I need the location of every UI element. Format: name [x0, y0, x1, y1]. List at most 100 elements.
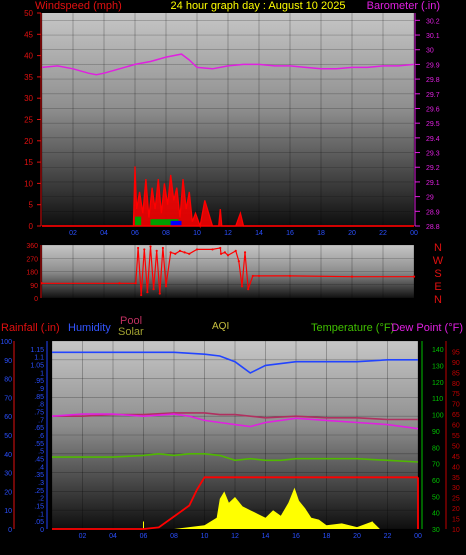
humidity-tick-label: 30 [4, 471, 12, 478]
rain-tick-label: .95 [34, 378, 44, 385]
wind-panel-background [42, 13, 414, 226]
wind-panel-series [41, 53, 415, 229]
dewpoint-tick-label: 50 [452, 443, 460, 450]
x-tick-label: 12 [231, 533, 239, 540]
direction-panel-background [42, 245, 414, 298]
temperature-tick-label: 80 [432, 445, 440, 452]
rain-tick-label: .05 [34, 519, 44, 526]
x-tick-label: 02 [79, 533, 87, 540]
direction-point [140, 293, 143, 297]
direction-point [118, 282, 121, 285]
x-tick-label: 20 [353, 533, 361, 540]
temperature-tick-label: 130 [432, 364, 444, 371]
direction-point [188, 252, 191, 255]
compass-letter: N [434, 294, 442, 306]
direction-point [183, 251, 186, 254]
direction-point [174, 252, 177, 255]
temperature-tick-label: 120 [432, 380, 444, 387]
windspeed-tick-label: 0 [29, 222, 34, 231]
solar-header: Solar [118, 326, 144, 338]
barometer-tick-label: 30.1 [426, 33, 440, 40]
direction-point [237, 260, 240, 263]
x-tick-label: 08 [162, 230, 170, 237]
direction-point [240, 285, 244, 288]
x-tick-label: 04 [109, 533, 117, 540]
x-tick-label: 06 [131, 230, 139, 237]
rain-tick-label: .45 [34, 457, 44, 464]
humidity-tick-label: 20 [4, 489, 12, 496]
direction-point [350, 275, 354, 278]
direction-tick-label: 270 [26, 256, 38, 263]
direction-point [169, 251, 172, 254]
direction-point [134, 282, 137, 285]
x-tick-label: 14 [262, 533, 270, 540]
rain-tick-label: .25 [34, 488, 44, 495]
dewpoint-tick-label: 35 [452, 475, 460, 482]
direction-point [412, 275, 416, 278]
aqi-header: AQI [212, 321, 229, 332]
rain-tick-label: 1.1 [34, 355, 44, 362]
barometer-tick-label: 28.8 [426, 224, 440, 231]
x-tick-label: 18 [323, 533, 331, 540]
gust-marker [135, 216, 142, 226]
humidity-tick-label: 80 [4, 377, 12, 384]
x-tick-label: 02 [69, 230, 77, 237]
compass-letter: N [434, 242, 442, 254]
bottom-panel-axes: 0.05.1.15.2.25.3.35.4.45.5.55.6.65.7.75.… [0, 339, 460, 540]
temperature-header: Temperature (°F) [311, 322, 394, 334]
dewpoint-tick-label: 85 [452, 370, 460, 377]
rain-tick-label: .75 [34, 410, 44, 417]
x-tick-label: 00 [414, 533, 422, 540]
barometer-tick-label: 28.9 [426, 209, 440, 216]
barometer-tick-label: 30.2 [426, 18, 440, 25]
rainfall-header: Rainfall (.in) [1, 322, 60, 334]
direction-point [247, 288, 250, 291]
direction-panel-grid [41, 244, 415, 299]
x-tick-label: 14 [255, 230, 263, 237]
humidity-tick-label: 90 [4, 358, 12, 365]
windspeed-header: Windspeed (mph) [35, 0, 122, 12]
barometer-tick-label: 29.6 [426, 106, 440, 113]
direction-point [288, 274, 292, 278]
rain-tick-label: 0 [40, 527, 44, 534]
dewpoint-header: Dew Point (°F) [391, 322, 463, 334]
dewpoint-tick-label: 55 [452, 433, 460, 440]
humidity-line [52, 351, 418, 374]
temperature-tick-label: 40 [432, 511, 440, 518]
dewpoint-line [51, 413, 419, 430]
solar-area [52, 487, 418, 529]
direction-point [219, 246, 222, 250]
direction-point [164, 285, 168, 288]
direction-point [223, 251, 226, 254]
rain-tick-label: 1 [40, 370, 44, 377]
rain-tick-label: .7 [38, 417, 44, 424]
direction-point [161, 246, 164, 250]
x-tick-label: 16 [286, 230, 294, 237]
direction-point [234, 249, 237, 252]
barometer-tick-label: 29 [426, 195, 434, 202]
barometer-tick-label: 29.5 [426, 121, 440, 128]
x-tick-label: 08 [170, 533, 178, 540]
compass-letter: E [434, 281, 441, 293]
barometer-tick-label: 29.2 [426, 165, 440, 172]
humidity-tick-label: 10 [4, 508, 12, 515]
temperature-tick-label: 60 [432, 478, 440, 485]
x-tick-label: 12 [224, 230, 232, 237]
bottom-panel-series [51, 351, 419, 530]
rain-tick-label: .6 [38, 433, 44, 440]
humidity-tick-label: 0 [8, 527, 12, 534]
dewpoint-tick-label: 75 [452, 391, 460, 398]
barometer-tick-label: 29.9 [426, 62, 440, 69]
gust-marker [150, 219, 179, 226]
rain-tick-label: 1.15 [30, 347, 44, 354]
rain-tick-label: .4 [38, 464, 44, 471]
dewpoint-tick-label: 15 [452, 517, 460, 524]
direction-point [146, 291, 149, 294]
windspeed-tick-label: 35 [24, 73, 33, 82]
x-tick-label: 22 [379, 230, 387, 237]
rain-tick-label: .35 [34, 472, 44, 479]
humidity-tick-label: 50 [4, 433, 12, 440]
x-tick-label: 10 [201, 533, 209, 540]
